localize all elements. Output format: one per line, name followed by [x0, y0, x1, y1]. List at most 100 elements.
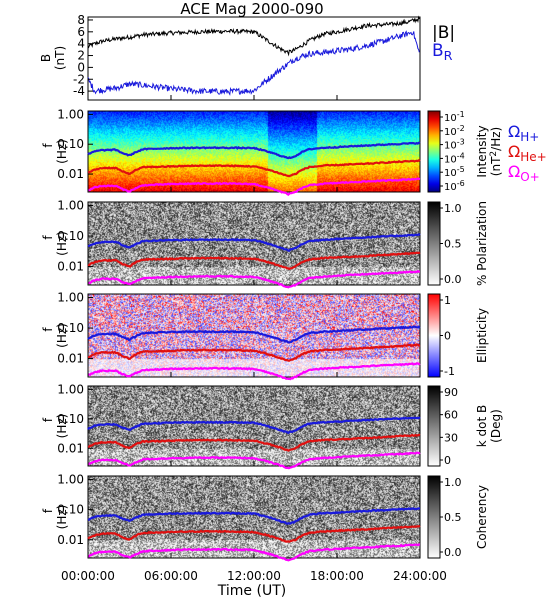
gyro-line-he_plus	[87, 433, 421, 452]
gyro-line-o_plus	[87, 543, 421, 562]
y-axis-unit: (Hz)	[55, 231, 69, 256]
gyro-line-o_plus	[87, 177, 421, 196]
y-tick-label: 0.10	[57, 412, 84, 426]
y-tick-label: 1.00	[57, 472, 84, 486]
gyro-line-he_plus	[87, 158, 421, 178]
y-tick-label: 0.01	[57, 260, 84, 274]
y-tick-label: -4	[73, 84, 85, 98]
y-tick-label: 2	[77, 49, 85, 63]
colorbar-label: k dot B	[475, 405, 489, 447]
y-tick-label: 1.00	[57, 107, 84, 121]
colorbar-tick-label: -1	[444, 365, 455, 378]
gyro-line-o_plus	[87, 362, 421, 381]
y-axis-label: B	[39, 54, 53, 62]
y-tick-label: -2	[73, 72, 85, 86]
colorbar-tick-label: 90	[444, 386, 458, 399]
y-tick-label: 0	[77, 60, 85, 74]
colorbar-tick-label: 1.0	[444, 202, 462, 215]
y-axis-unit: (Hz)	[55, 505, 69, 530]
colorbar-tick-label: 0	[444, 454, 451, 467]
colorbar-ellipticity	[427, 293, 441, 378]
y-tick-label: 0.10	[57, 321, 84, 335]
y-axis-unit: (Hz)	[55, 139, 69, 164]
spectrogram-coherency	[88, 476, 420, 558]
colorbar-tick-label: 10-5	[444, 165, 465, 179]
y-axis-label: f	[41, 327, 55, 332]
x-tick-label: 00:00:00	[61, 569, 115, 583]
colorbar-tick-label: 10-1	[444, 110, 465, 124]
colorbar-tick-label: 30	[444, 431, 458, 444]
gyro-line-h_plus	[87, 141, 421, 160]
spectrogram-intensity	[88, 111, 420, 192]
colorbar-tick-label: 10-4	[444, 151, 465, 165]
gyro-line-o_plus	[87, 451, 421, 470]
overlay-legend-item: ΩH+	[508, 122, 539, 144]
colorbar-label: Coherency	[475, 485, 489, 549]
y-tick-label: 0.10	[57, 229, 84, 243]
x-tick-label: 12:00:00	[227, 569, 281, 583]
colorbar-polarization	[427, 201, 441, 286]
colorbar-tick-label: 0.5	[444, 238, 462, 251]
y-tick-label: 0.01	[57, 441, 84, 455]
gyro-line-he_plus	[87, 251, 421, 271]
y-tick-label: 1.00	[57, 290, 84, 304]
colorbar-intensity	[427, 110, 441, 193]
series-b-radial	[87, 30, 420, 96]
colorbar-tick-label: 1	[444, 294, 451, 307]
gyro-line-h_plus	[87, 416, 421, 435]
colorbar-label: Intensity	[475, 125, 489, 177]
colorbar-tick-label: 10-3	[444, 138, 465, 152]
legend-b-radial: BR	[432, 41, 453, 64]
y-axis-unit: (Hz)	[55, 414, 69, 439]
spectrogram-ellipticity	[88, 294, 420, 377]
y-axis-label: f	[41, 143, 55, 148]
y-tick-label: 4	[77, 37, 85, 51]
legend-b-total: |B|	[432, 23, 455, 43]
gyro-line-he_plus	[88, 343, 421, 362]
gyro-line-o_plus	[87, 269, 420, 289]
x-tick-label: 18:00:00	[310, 569, 364, 583]
y-tick-label: 0.01	[57, 533, 84, 547]
figure-title: ACE Mag 2000-090	[180, 0, 323, 18]
gyro-line-h_plus	[87, 507, 421, 525]
colorbar-tick-label: 0	[444, 330, 451, 343]
colorbar-unit: (nT2/Hz)	[489, 127, 503, 176]
y-axis-label: f	[41, 417, 55, 422]
spectrogram-kdotb	[88, 386, 420, 466]
x-tick-label: 24:00:00	[393, 569, 447, 583]
y-axis-unit: (nT)	[53, 46, 67, 70]
spectrogram-polarization	[88, 202, 420, 285]
x-axis-label: Time (UT)	[217, 583, 286, 599]
y-tick-label: 0.10	[57, 503, 84, 517]
y-tick-label: 6	[77, 25, 85, 39]
y-tick-label: 0.01	[57, 167, 84, 181]
colorbar-tick-label: 60	[444, 409, 458, 422]
colorbar-tick-label: 0.0	[444, 273, 462, 286]
line-panel-frame	[87, 16, 421, 101]
series-b-total	[87, 15, 420, 57]
gyro-line-h_plus	[87, 325, 421, 344]
colorbar-tick-label: 0.0	[444, 546, 462, 559]
colorbar-label: % Polarization	[475, 201, 489, 286]
colorbar-kdotb	[427, 385, 441, 467]
colorbar-tick-label: 10-2	[444, 124, 465, 138]
y-tick-label: 8	[77, 13, 85, 27]
gyro-line-h_plus	[87, 233, 421, 252]
y-tick-label: 0.10	[57, 137, 84, 151]
y-axis-label: f	[41, 508, 55, 513]
y-axis-label: f	[41, 235, 55, 240]
colorbar-tick-label: 10-6	[444, 179, 465, 193]
gyro-line-he_plus	[87, 524, 421, 543]
colorbar-tick-label: 1.0	[444, 476, 462, 489]
y-tick-label: 1.00	[57, 382, 84, 396]
colorbar-label: (Deg)	[489, 409, 503, 443]
colorbar-coherency	[427, 475, 441, 559]
x-tick-label: 06:00:00	[144, 569, 198, 583]
y-tick-label: 0.01	[57, 352, 84, 366]
overlay-legend-item: ΩO+	[508, 162, 540, 184]
colorbar-tick-label: 0.5	[444, 511, 462, 524]
y-tick-label: 1.00	[57, 198, 84, 212]
colorbar-label: Ellipticity	[475, 308, 489, 363]
